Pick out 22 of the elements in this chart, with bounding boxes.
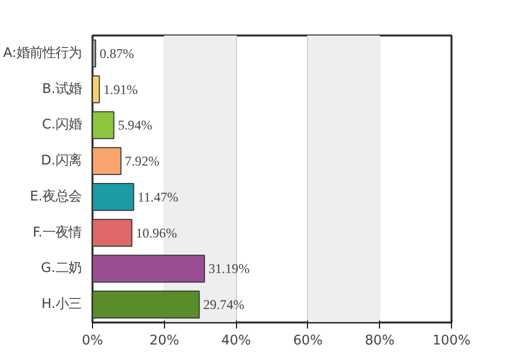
data-label: 7.92%: [124, 154, 160, 169]
y-tick-label: E.夜总会: [30, 188, 82, 204]
data-label: 1.91%: [103, 82, 138, 97]
x-tick-label: 20%: [149, 334, 180, 348]
data-label: 5.94%: [118, 118, 152, 133]
y-tick-label: B.试婚: [42, 82, 82, 97]
x-tick-label: 40%: [221, 334, 251, 348]
y-tick-label: D.闪离: [41, 152, 82, 169]
data-label: 0.87%: [100, 46, 134, 61]
y-tick-label: G.二奶: [40, 261, 82, 276]
y-tick-label: F.一夜情: [32, 224, 82, 240]
x-tick-label: 100%: [432, 334, 471, 348]
x-tick-label: 80%: [364, 334, 395, 348]
y-tick-label: C.闪婚: [42, 118, 82, 133]
y-tick-label: H.小三: [41, 297, 82, 312]
x-tick-label: 60%: [293, 334, 323, 348]
data-label: 29.74%: [203, 297, 244, 312]
x-tick-label: 0%: [82, 334, 104, 348]
y-tick-label: A:婚前性行为: [3, 46, 82, 61]
data-label: 11.47%: [138, 189, 178, 204]
data-label: 31.19%: [208, 261, 250, 276]
data-label: 10.96%: [136, 225, 177, 240]
